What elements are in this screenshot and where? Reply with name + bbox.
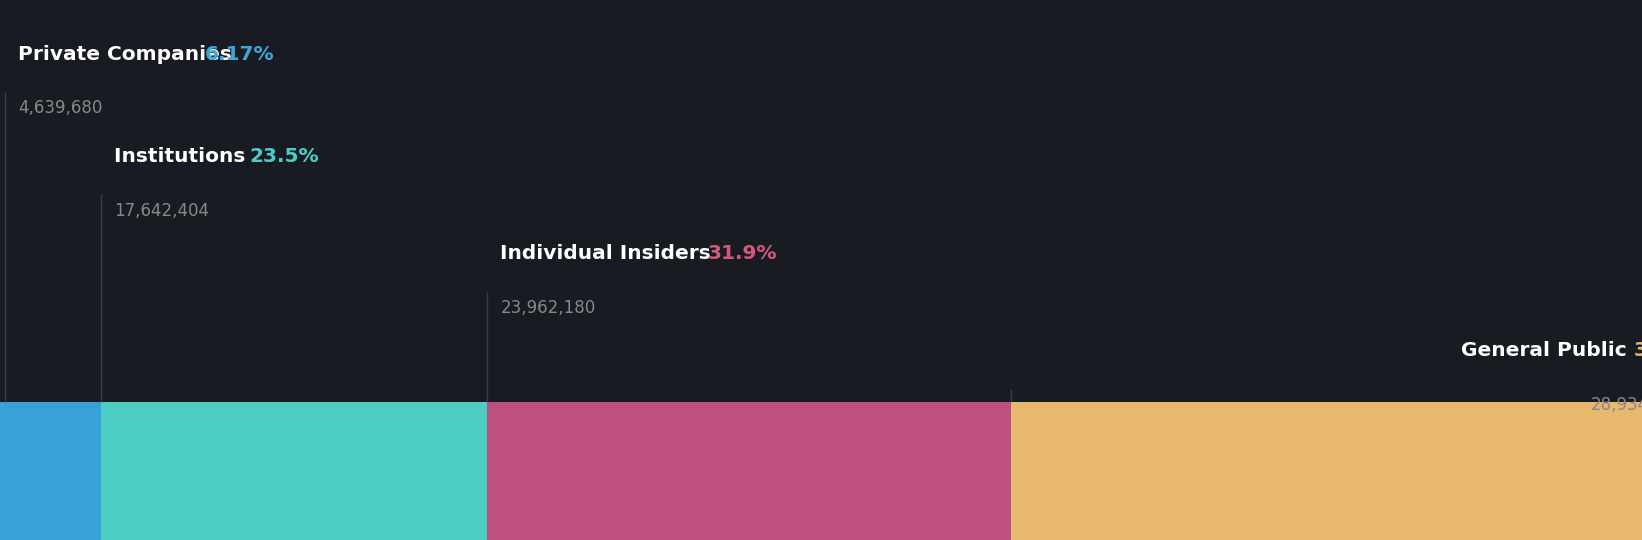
Text: 28,934,422: 28,934,422 [1589, 396, 1642, 414]
Text: Private Companies: Private Companies [18, 44, 240, 64]
Text: Institutions: Institutions [115, 147, 253, 166]
Bar [0, 402, 102, 540]
Text: 31.9%: 31.9% [708, 244, 777, 264]
Text: 23,962,180: 23,962,180 [501, 299, 596, 317]
Bar [102, 402, 488, 540]
Text: Individual Insiders: Individual Insiders [501, 244, 718, 264]
Text: 38.5%: 38.5% [1634, 341, 1642, 361]
Text: 17,642,404: 17,642,404 [115, 201, 210, 220]
Text: 6.17%: 6.17% [204, 44, 274, 64]
Text: 23.5%: 23.5% [250, 147, 319, 166]
Text: General Public: General Public [1461, 341, 1634, 361]
Text: 4,639,680: 4,639,680 [18, 99, 102, 117]
Bar [1011, 402, 1642, 540]
Bar [488, 402, 1011, 540]
